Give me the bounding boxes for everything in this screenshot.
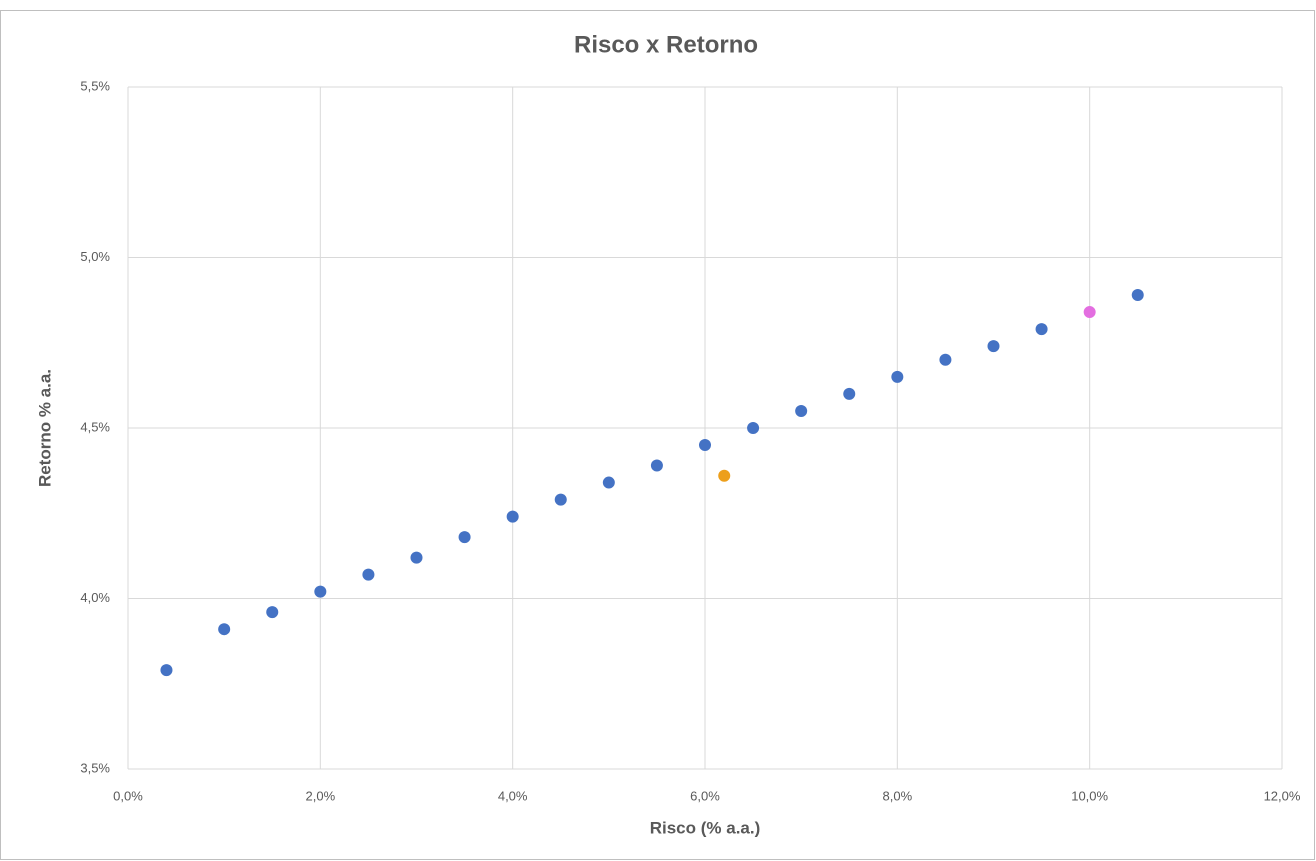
point bbox=[410, 551, 423, 564]
x-tick-label: 12,0% bbox=[1264, 788, 1301, 803]
x-tick-label: 6,0% bbox=[690, 788, 720, 803]
point bbox=[218, 623, 231, 636]
point bbox=[718, 469, 731, 482]
y-axis-title: Retorno % a.a. bbox=[35, 369, 54, 487]
point bbox=[506, 510, 519, 523]
point bbox=[602, 476, 615, 489]
point bbox=[987, 340, 1000, 353]
y-tick-label: 5,5% bbox=[80, 78, 110, 93]
point bbox=[939, 353, 952, 366]
point bbox=[650, 459, 663, 472]
x-axis-title: Risco (% a.a.) bbox=[650, 818, 761, 837]
x-tick-label: 2,0% bbox=[306, 788, 336, 803]
point bbox=[699, 439, 711, 452]
y-tick-label: 4,5% bbox=[80, 419, 110, 434]
x-tick-label: 10,0% bbox=[1071, 788, 1108, 803]
point bbox=[160, 664, 173, 677]
x-tick-label: 8,0% bbox=[883, 788, 913, 803]
y-tick-label: 5,0% bbox=[80, 249, 110, 264]
point bbox=[891, 370, 904, 383]
point bbox=[1035, 323, 1048, 336]
chart-title: Risco x Retorno bbox=[574, 31, 758, 58]
y-tick-label: 3,5% bbox=[80, 760, 110, 775]
point bbox=[795, 404, 808, 417]
chart-border bbox=[0, 10, 1315, 860]
point bbox=[554, 493, 567, 506]
x-tick-label: 4,0% bbox=[498, 788, 528, 803]
point bbox=[266, 606, 279, 619]
point bbox=[747, 422, 760, 434]
point bbox=[1131, 289, 1144, 302]
point bbox=[362, 568, 375, 581]
x-tick-label: 0,0% bbox=[113, 788, 143, 803]
point bbox=[1083, 306, 1096, 319]
point bbox=[458, 531, 471, 544]
point bbox=[314, 585, 327, 598]
point bbox=[843, 387, 856, 400]
y-tick-label: 4,0% bbox=[80, 590, 110, 605]
